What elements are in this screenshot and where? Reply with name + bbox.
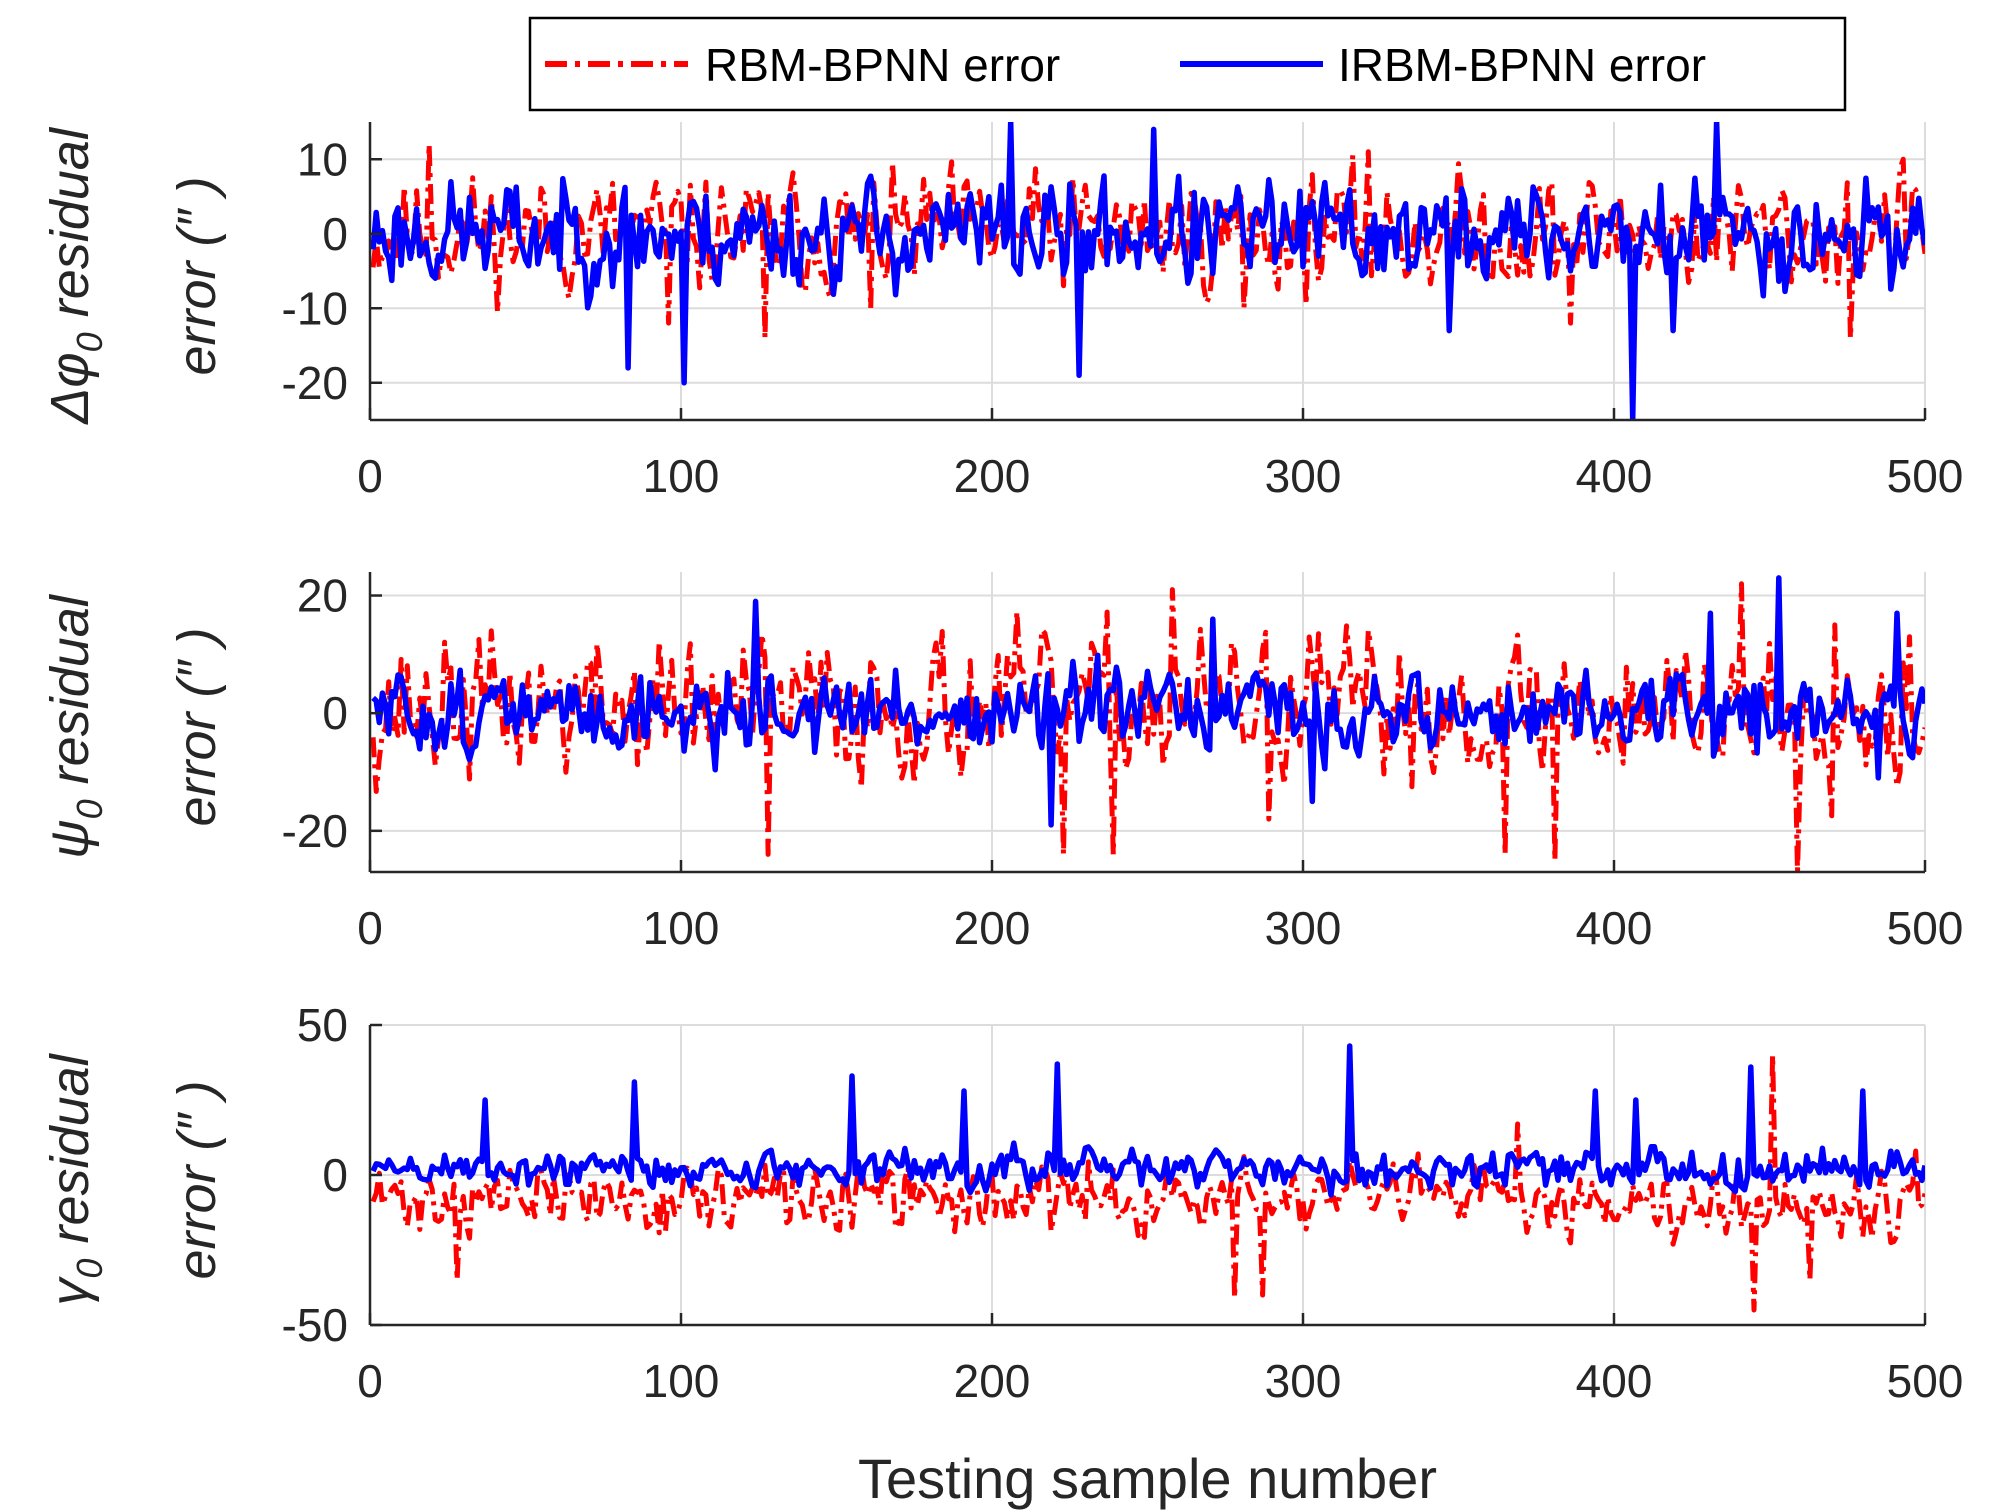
y-axis-label: γ0 residual — [40, 1052, 110, 1305]
series-line-irbm-bpnn — [371, 575, 1925, 828]
x-tick-label: 100 — [643, 1355, 720, 1407]
x-tick-label: 500 — [1887, 450, 1964, 502]
y-axis-label: Δφ0 residual — [40, 126, 110, 426]
x-tick-label: 500 — [1887, 1355, 1964, 1407]
x-tick-label: 300 — [1265, 450, 1342, 502]
x-tick-label: 0 — [357, 1355, 383, 1407]
y-tick-label: 0 — [322, 687, 348, 739]
legend-label-irbm: IRBM-BPNN error — [1338, 39, 1706, 91]
y-axis-label-units: error (″ ) — [167, 176, 227, 375]
series-line-irbm-bpnn — [370, 1043, 1925, 1198]
y-tick-label: 0 — [322, 1149, 348, 1201]
y-axis-label-units: error (″ ) — [167, 1080, 227, 1279]
y-tick-label: 50 — [297, 999, 348, 1051]
y-tick-label: -20 — [282, 805, 348, 857]
y-tick-label: 20 — [297, 570, 348, 622]
x-tick-label: 100 — [643, 902, 720, 954]
x-tick-label: 0 — [357, 450, 383, 502]
x-tick-label: 200 — [954, 450, 1031, 502]
y-tick-label: 0 — [322, 208, 348, 260]
x-tick-label: 200 — [954, 902, 1031, 954]
y-tick-label: -50 — [282, 1299, 348, 1351]
x-tick-label: 200 — [954, 1355, 1031, 1407]
x-tick-label: 0 — [357, 902, 383, 954]
series-line-rbm-bpnn — [370, 1052, 1925, 1313]
legend: RBM-BPNN error IRBM-BPNN error — [528, 16, 1847, 112]
x-axis-label: Testing sample number — [858, 1447, 1437, 1510]
x-tick-label: 500 — [1887, 902, 1964, 954]
series-line-irbm-bpnn — [370, 122, 1925, 420]
x-tick-label: 300 — [1265, 1355, 1342, 1407]
y-axis-label: ψ0 residual — [40, 593, 110, 858]
y-tick-label: -10 — [282, 282, 348, 334]
y-tick-label: -20 — [282, 357, 348, 409]
subplot-1: 0 100 200 300 400 500 -20 -10 0 10 Δφ0 residual err… — [40, 122, 1963, 502]
legend-label-rbm: RBM-BPNN error — [705, 39, 1060, 91]
x-tick-label: 400 — [1576, 1355, 1653, 1407]
series-line-rbm-bpnn — [370, 581, 1925, 872]
x-tick-label: 300 — [1265, 902, 1342, 954]
x-tick-label: 100 — [643, 450, 720, 502]
y-axis-label-units: error (″ ) — [167, 627, 227, 826]
x-tick-label: 400 — [1576, 450, 1653, 502]
x-tick-label: 400 — [1576, 902, 1653, 954]
y-tick-label: 10 — [297, 133, 348, 185]
